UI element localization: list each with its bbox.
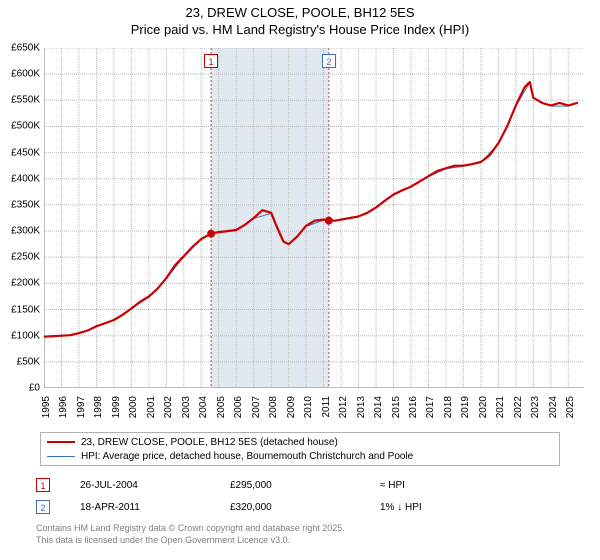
x-tick-label: 2017	[425, 396, 436, 418]
transaction-marker-1: 2	[36, 500, 50, 514]
transaction-price-1: £320,000	[230, 502, 380, 513]
chart-area: £0£50K£100K£150K£200K£250K£300K£350K£400…	[44, 48, 584, 388]
y-tick-label: £250K	[0, 252, 40, 263]
y-tick-label: £50K	[0, 356, 40, 367]
y-tick-label: £450K	[0, 147, 40, 158]
x-tick-label: 2015	[391, 396, 402, 418]
y-tick-label: £200K	[0, 278, 40, 289]
legend-text-0: 23, DREW CLOSE, POOLE, BH12 5ES (detache…	[81, 437, 338, 448]
legend-row-0: 23, DREW CLOSE, POOLE, BH12 5ES (detache…	[47, 435, 553, 449]
legend-box: 23, DREW CLOSE, POOLE, BH12 5ES (detache…	[40, 432, 560, 466]
y-tick-label: £300K	[0, 226, 40, 237]
x-tick-label: 1999	[111, 396, 122, 418]
title-line1: 23, DREW CLOSE, POOLE, BH12 5ES	[0, 4, 600, 21]
footnote: Contains HM Land Registry data © Crown c…	[36, 522, 345, 546]
transaction-price-0: £295,000	[230, 480, 380, 491]
x-tick-label: 2006	[233, 396, 244, 418]
title-block: 23, DREW CLOSE, POOLE, BH12 5ES Price pa…	[0, 0, 600, 38]
x-tick-label: 1997	[76, 396, 87, 418]
y-tick-label: £400K	[0, 173, 40, 184]
transaction-rel-0: ≈ HPI	[380, 480, 500, 491]
transaction-date-1: 18-APR-2011	[80, 502, 230, 513]
x-tick-label: 2011	[321, 396, 332, 418]
chart-svg	[44, 48, 584, 388]
sale-marker-box: 1	[204, 54, 218, 68]
x-tick-label: 2019	[460, 396, 471, 418]
footnote-line2: This data is licensed under the Open Gov…	[36, 534, 345, 546]
title-line2: Price paid vs. HM Land Registry's House …	[0, 21, 600, 38]
x-tick-label: 2025	[565, 396, 576, 418]
y-tick-label: £100K	[0, 330, 40, 341]
figure-root: 23, DREW CLOSE, POOLE, BH12 5ES Price pa…	[0, 0, 600, 560]
transaction-date-0: 26-JUL-2004	[80, 480, 230, 491]
x-tick-label: 2016	[408, 396, 419, 418]
x-tick-label: 1998	[93, 396, 104, 418]
x-tick-label: 2001	[146, 396, 157, 418]
y-tick-label: £500K	[0, 121, 40, 132]
y-tick-label: £350K	[0, 199, 40, 210]
x-tick-label: 1996	[58, 396, 69, 418]
transaction-row-0: 1 26-JUL-2004 £295,000 ≈ HPI	[36, 474, 500, 496]
x-tick-label: 1995	[41, 396, 52, 418]
footnote-line1: Contains HM Land Registry data © Crown c…	[36, 522, 345, 534]
x-tick-label: 2003	[181, 396, 192, 418]
x-tick-label: 2013	[356, 396, 367, 418]
y-tick-label: £600K	[0, 69, 40, 80]
y-tick-label: £150K	[0, 304, 40, 315]
transaction-marker-0: 1	[36, 478, 50, 492]
x-tick-label: 2005	[216, 396, 227, 418]
x-tick-label: 2002	[163, 396, 174, 418]
x-tick-label: 2010	[303, 396, 314, 418]
y-tick-label: £550K	[0, 95, 40, 106]
x-tick-label: 2022	[513, 396, 524, 418]
x-tick-label: 2008	[268, 396, 279, 418]
x-tick-label: 2014	[373, 396, 384, 418]
x-tick-label: 2020	[478, 396, 489, 418]
x-tick-label: 2000	[128, 396, 139, 418]
transaction-row-1: 2 18-APR-2011 £320,000 1% ↓ HPI	[36, 496, 500, 518]
x-tick-label: 2021	[495, 396, 506, 418]
transaction-rel-1: 1% ↓ HPI	[380, 502, 500, 513]
legend-swatch-0	[47, 441, 75, 443]
x-tick-label: 2007	[251, 396, 262, 418]
y-tick-label: £650K	[0, 43, 40, 54]
x-tick-label: 2024	[548, 396, 559, 418]
legend-swatch-1	[47, 456, 75, 457]
legend-text-1: HPI: Average price, detached house, Bour…	[81, 451, 413, 462]
legend-row-1: HPI: Average price, detached house, Bour…	[47, 449, 553, 463]
x-tick-label: 2012	[338, 396, 349, 418]
sale-marker-box: 2	[322, 54, 336, 68]
x-tick-label: 2004	[198, 396, 209, 418]
y-tick-label: £0	[0, 383, 40, 394]
x-tick-label: 2018	[443, 396, 454, 418]
x-tick-label: 2009	[286, 396, 297, 418]
x-tick-label: 2023	[530, 396, 541, 418]
transactions-table: 1 26-JUL-2004 £295,000 ≈ HPI 2 18-APR-20…	[36, 474, 500, 518]
